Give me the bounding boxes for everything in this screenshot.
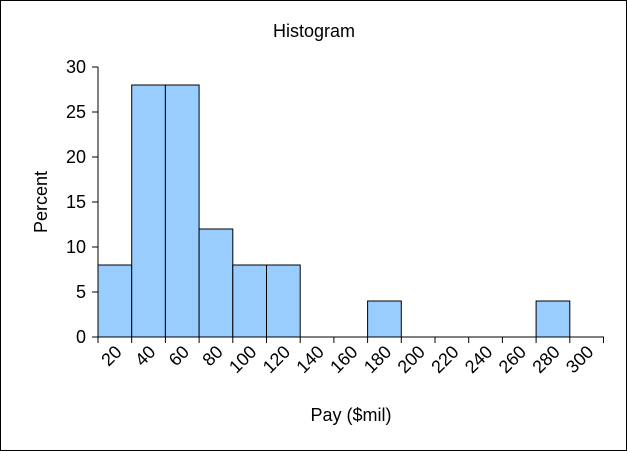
y-tick-label: 30 xyxy=(66,57,86,77)
x-tick-label-40: 40 xyxy=(131,342,159,370)
x-tick-label-280: 280 xyxy=(528,342,563,377)
x-ticks-layer: 20 40 60 8010012014016018020022024026028030… xyxy=(97,337,604,377)
x-tick-label-80: 80 xyxy=(198,342,226,370)
x-tick-label-20: 20 xyxy=(97,342,125,370)
y-ticks-layer: 0 5 10 15 20 25 30 xyxy=(66,57,98,347)
x-tick-label-100: 100 xyxy=(225,342,260,377)
histogram-bar-20 xyxy=(97,264,133,338)
x-tick-label-200: 200 xyxy=(394,342,429,377)
x-tick-label-180: 180 xyxy=(360,342,395,377)
y-tick-label: 20 xyxy=(66,147,86,167)
histogram-bar-80 xyxy=(198,228,234,338)
x-tick-label-160: 160 xyxy=(326,342,361,377)
y-axis-label: Percent xyxy=(31,171,51,233)
y-tick-label: 5 xyxy=(76,282,86,302)
histogram-bar-60 xyxy=(164,84,200,338)
x-tick-label-300: 300 xyxy=(562,342,597,377)
x-tick-label-140: 140 xyxy=(292,342,327,377)
y-tick-label: 25 xyxy=(66,102,86,122)
chart-title: Histogram xyxy=(273,21,355,41)
x-axis-label: Pay ($mil) xyxy=(310,405,391,425)
y-tick-label: 0 xyxy=(76,327,86,347)
x-tick-label-260: 260 xyxy=(495,342,530,377)
histogram-bar-120 xyxy=(266,264,301,338)
x-tick-label-120: 120 xyxy=(259,342,294,377)
histogram-bar-280 xyxy=(535,300,571,338)
y-tick-label: 10 xyxy=(66,237,86,257)
x-tick-label-240: 240 xyxy=(461,342,496,377)
y-tick-label: 15 xyxy=(66,192,86,212)
histogram-bar-40 xyxy=(131,84,166,338)
bars-layer xyxy=(97,84,571,338)
x-tick-label-60: 60 xyxy=(165,342,193,370)
histogram-bar-100 xyxy=(232,264,268,338)
histogram-bar-180 xyxy=(367,300,402,338)
x-tick-label-220: 220 xyxy=(427,342,462,377)
